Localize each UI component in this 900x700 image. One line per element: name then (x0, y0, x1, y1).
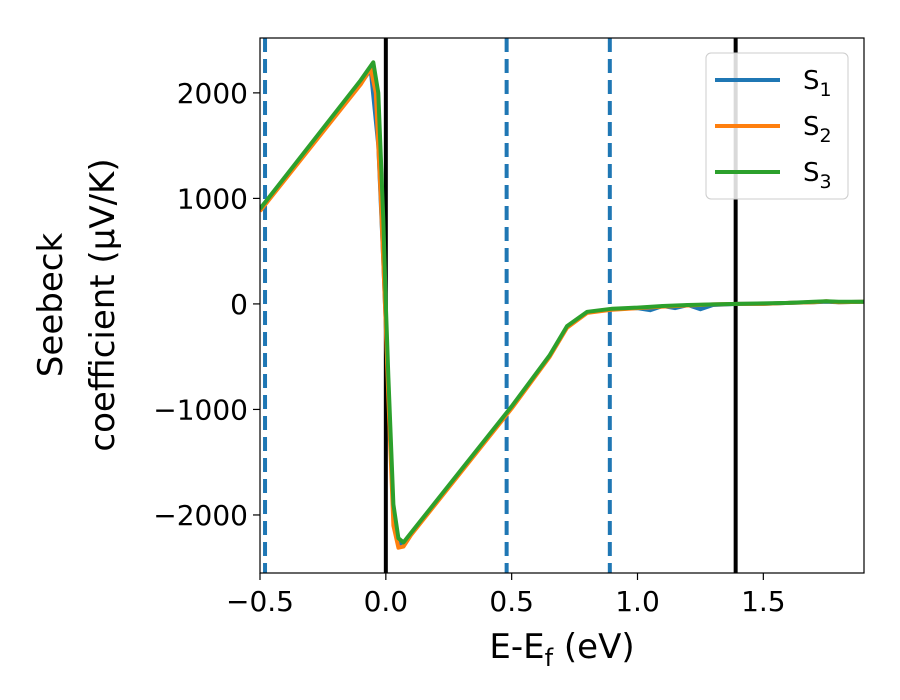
x-tick-label-5: 1.5 (741, 585, 786, 618)
y-axis-label: Seebeck coefficient (μV/K) (31, 158, 123, 451)
y-tick-label-1: 2000 (177, 77, 248, 110)
y-axis-label-line2: coefficient (μV/K) (83, 158, 123, 451)
legend-label-1: S1 (803, 66, 832, 101)
legend: S1 S2 S3 (705, 52, 849, 200)
x-axis-label: E-Ef (eV) (489, 627, 634, 672)
y-tick-label-5: −2000 (153, 499, 248, 532)
plot-frame (259, 37, 865, 574)
y-axis-ticks: 2000 1000 0 −1000 −2000 (153, 77, 260, 532)
series-lines (260, 60, 864, 550)
y-axis-label-line1: Seebeck (31, 233, 71, 378)
legend-label-3: S3 (803, 158, 832, 193)
y-tick-label-4: −1000 (153, 393, 248, 426)
series-line-3 (260, 60, 864, 545)
y-tick-label-3: 0 (230, 288, 248, 321)
x-tick-label-4: 1.0 (615, 585, 660, 618)
x-tick-label-3: 0.5 (489, 585, 534, 618)
y-tick-label-2: 1000 (177, 182, 248, 215)
x-tick-label-2: 0.0 (364, 585, 409, 618)
x-tick-label-1: −0.5 (226, 585, 294, 618)
legend-label-2: S2 (803, 112, 832, 147)
x-axis-ticks: −0.5 0.0 0.5 1.0 1.5 (226, 573, 786, 618)
